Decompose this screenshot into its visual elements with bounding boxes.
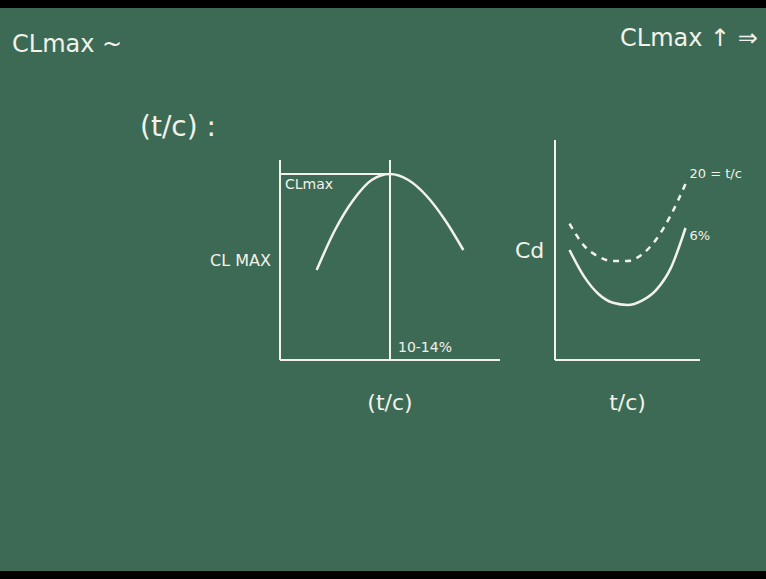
svg-text:CL MAX: CL MAX bbox=[210, 251, 271, 270]
html-text:(t/c) :: (t/c) : bbox=[140, 110, 216, 143]
svg-text:(t/c): (t/c) bbox=[367, 390, 412, 415]
html-text:CLmax ~: CLmax ~ bbox=[12, 30, 123, 58]
svg-text:Cd: Cd bbox=[515, 238, 544, 263]
svg-text:20 = t/c: 20 = t/c bbox=[690, 166, 742, 181]
svg-text:CLmax: CLmax bbox=[285, 176, 333, 192]
html-text:CLmax ↑ ⇒: CLmax ↑ ⇒ bbox=[620, 24, 758, 52]
svg-text:t/c): t/c) bbox=[609, 390, 646, 415]
svg-text:10-14%: 10-14% bbox=[398, 339, 452, 355]
svg-text:6%: 6% bbox=[690, 228, 711, 243]
